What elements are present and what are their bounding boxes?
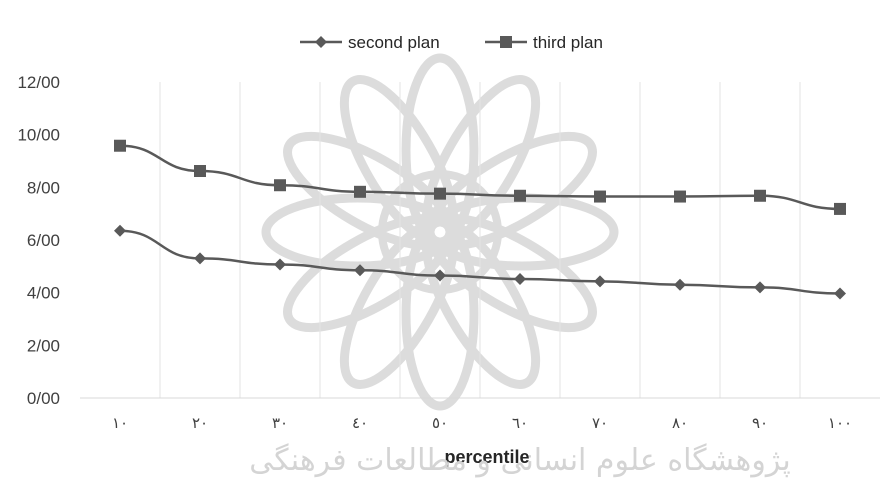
data-point-square	[754, 189, 766, 202]
x-tick-label: ٥٠	[432, 414, 448, 432]
watermark-ring	[378, 170, 502, 294]
y-tick-label: 8/00	[27, 178, 60, 197]
data-point-diamond	[514, 272, 526, 285]
x-tick-label: ٨٠	[672, 414, 688, 432]
legend-item: third plan	[485, 33, 603, 52]
legend: second plan third plan	[300, 33, 603, 52]
data-point-diamond	[315, 36, 327, 48]
y-tick-label: 2/00	[27, 336, 60, 355]
data-point-square	[114, 139, 126, 152]
y-axis: 0/00 2/00 4/00 6/00 8/00 10/00 12/00	[17, 73, 60, 408]
data-point-square	[514, 189, 526, 202]
x-tick-label: ٩٠	[752, 414, 768, 432]
vertical-gridlines	[159, 82, 801, 398]
series-third-plan	[114, 139, 846, 215]
x-axis-title: percentile	[444, 447, 529, 467]
y-tick-label: 0/00	[27, 389, 60, 408]
x-tick-label: ٦٠	[512, 414, 528, 432]
x-axis: ١٠ ٢٠ ٣٠ ٤٠ ٥٠ ٦٠ ٧٠ ٨٠ ٩٠ ١٠٠	[80, 397, 880, 432]
watermark-text: پژوهشگاه علوم انسانی و مطالعات فرهنگی	[249, 443, 791, 478]
data-point-square	[434, 187, 446, 200]
data-point-diamond	[594, 275, 606, 288]
data-point-diamond	[834, 287, 846, 300]
data-point-diamond	[674, 278, 686, 291]
x-tick-label: ٢٠	[192, 414, 208, 432]
data-point-square	[194, 165, 206, 178]
x-tick-label: ٤٠	[352, 414, 368, 432]
watermark-petal	[339, 75, 459, 247]
data-point-square	[500, 36, 512, 48]
series-line	[119, 144, 841, 211]
data-point-square	[834, 202, 846, 215]
y-tick-label: 12/00	[17, 73, 60, 92]
data-point-diamond	[354, 264, 366, 277]
x-tick-label: ١٠٠	[828, 414, 852, 432]
series-layer	[114, 139, 846, 300]
data-point-square	[354, 185, 366, 198]
data-point-diamond	[194, 252, 206, 265]
data-point-diamond	[274, 258, 286, 271]
watermark-logo	[261, 53, 619, 411]
series-line	[119, 229, 841, 295]
x-tick-label: ٧٠	[592, 414, 608, 432]
data-point-square	[274, 179, 286, 192]
data-point-square	[674, 190, 686, 203]
data-point-diamond	[434, 269, 446, 282]
data-point-diamond	[114, 224, 126, 237]
data-point-square	[594, 190, 606, 203]
x-tick-label: ٣٠	[272, 414, 288, 432]
data-point-diamond	[754, 281, 766, 294]
y-tick-label: 10/00	[17, 126, 60, 145]
y-tick-label: 4/00	[27, 284, 60, 303]
legend-label: third plan	[533, 33, 603, 52]
y-tick-label: 6/00	[27, 231, 60, 250]
legend-label: second plan	[348, 33, 440, 52]
watermark-petal	[425, 131, 597, 251]
legend-item: second plan	[300, 33, 440, 52]
x-tick-label: ١٠	[112, 414, 128, 432]
series-second-plan	[114, 224, 846, 300]
